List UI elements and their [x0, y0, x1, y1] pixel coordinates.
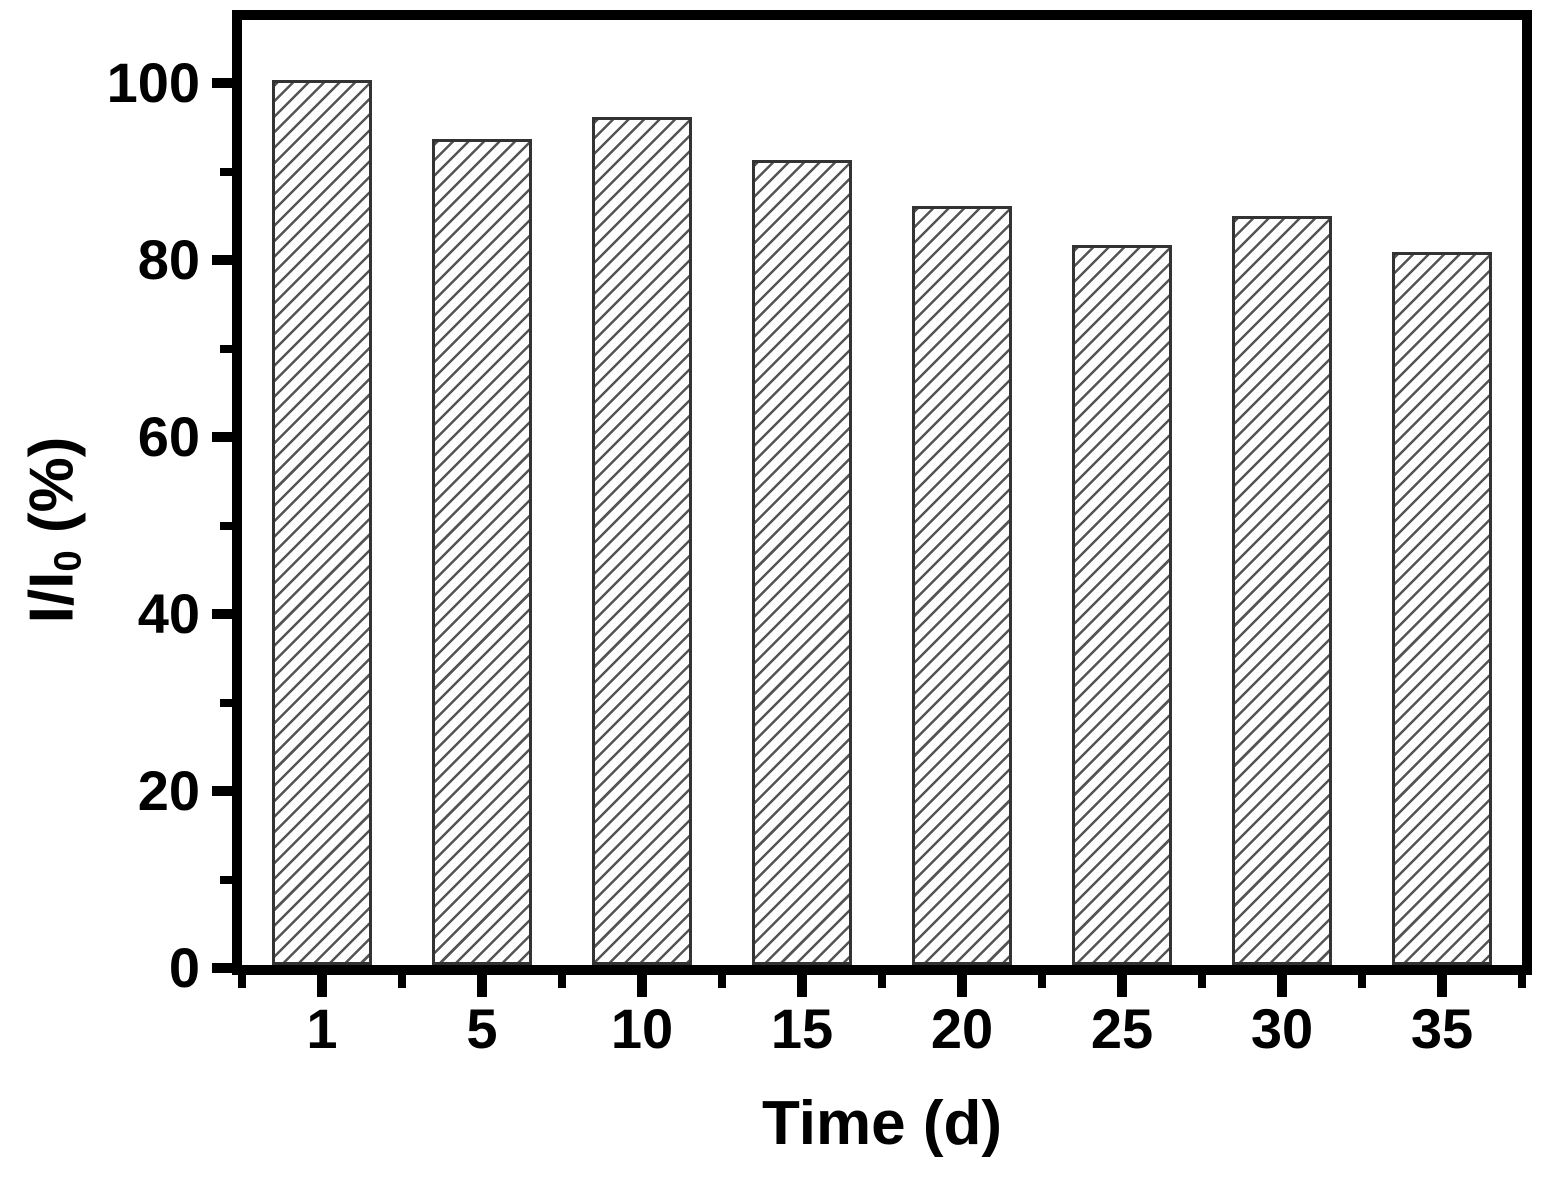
y-major-tick-40	[212, 609, 232, 619]
bars-container	[242, 20, 1522, 965]
x-tick-label-15: 15	[770, 997, 834, 1060]
y-major-tick-0	[212, 963, 232, 973]
x-major-tick-30	[1277, 975, 1287, 997]
plot-area	[232, 10, 1532, 975]
x-minor-tick-1	[398, 975, 406, 988]
x-minor-tick-4	[878, 975, 886, 988]
y-tick-label-20: 20	[137, 759, 200, 822]
x-tick-label-35: 35	[1410, 997, 1474, 1060]
x-minor-tick-8	[1518, 975, 1526, 988]
x-axis-label: Time (d)	[762, 1089, 1002, 1158]
y-axis-label-subscript: 0	[46, 550, 90, 572]
bar-15	[752, 160, 852, 965]
x-tick-label-5: 5	[466, 997, 498, 1060]
bar-25	[1072, 245, 1172, 965]
x-minor-tick-0	[238, 975, 246, 988]
x-minor-tick-2	[558, 975, 566, 988]
y-tick-label-80: 80	[137, 228, 200, 291]
x-tick-label-10: 10	[610, 997, 674, 1060]
x-tick-label-20: 20	[930, 997, 994, 1060]
x-tick-label-1: 1	[306, 997, 338, 1060]
y-tick-label-40: 40	[137, 582, 200, 645]
x-minor-tick-7	[1358, 975, 1366, 988]
y-minor-tick-90	[220, 167, 232, 176]
y-tick-label-0: 0	[168, 936, 200, 999]
bar-35	[1392, 252, 1492, 965]
bar-1	[272, 80, 372, 965]
x-minor-tick-6	[1198, 975, 1206, 988]
y-tick-label-60: 60	[137, 405, 200, 468]
x-minor-tick-3	[718, 975, 726, 988]
y-minor-tick-50	[220, 521, 232, 530]
x-major-tick-20	[957, 975, 967, 997]
y-major-tick-60	[212, 432, 232, 442]
y-tick-label-100: 100	[106, 51, 200, 114]
y-minor-tick-30	[220, 698, 232, 707]
x-major-tick-35	[1437, 975, 1447, 997]
y-minor-tick-70	[220, 344, 232, 353]
x-major-tick-1	[317, 975, 327, 997]
x-major-tick-25	[1117, 975, 1127, 997]
bar-10	[592, 117, 692, 965]
bar-30	[1232, 216, 1332, 965]
x-major-tick-5	[477, 975, 487, 997]
y-minor-tick-10	[220, 875, 232, 884]
x-minor-tick-5	[1038, 975, 1046, 988]
x-tick-label-25: 25	[1090, 997, 1154, 1060]
bar-5	[432, 139, 532, 965]
x-tick-label-30: 30	[1250, 997, 1314, 1060]
x-major-tick-10	[637, 975, 647, 997]
y-major-tick-20	[212, 786, 232, 796]
bar-20	[912, 206, 1012, 965]
x-major-tick-15	[797, 975, 807, 997]
y-major-tick-100	[212, 78, 232, 88]
y-major-tick-80	[212, 255, 232, 265]
